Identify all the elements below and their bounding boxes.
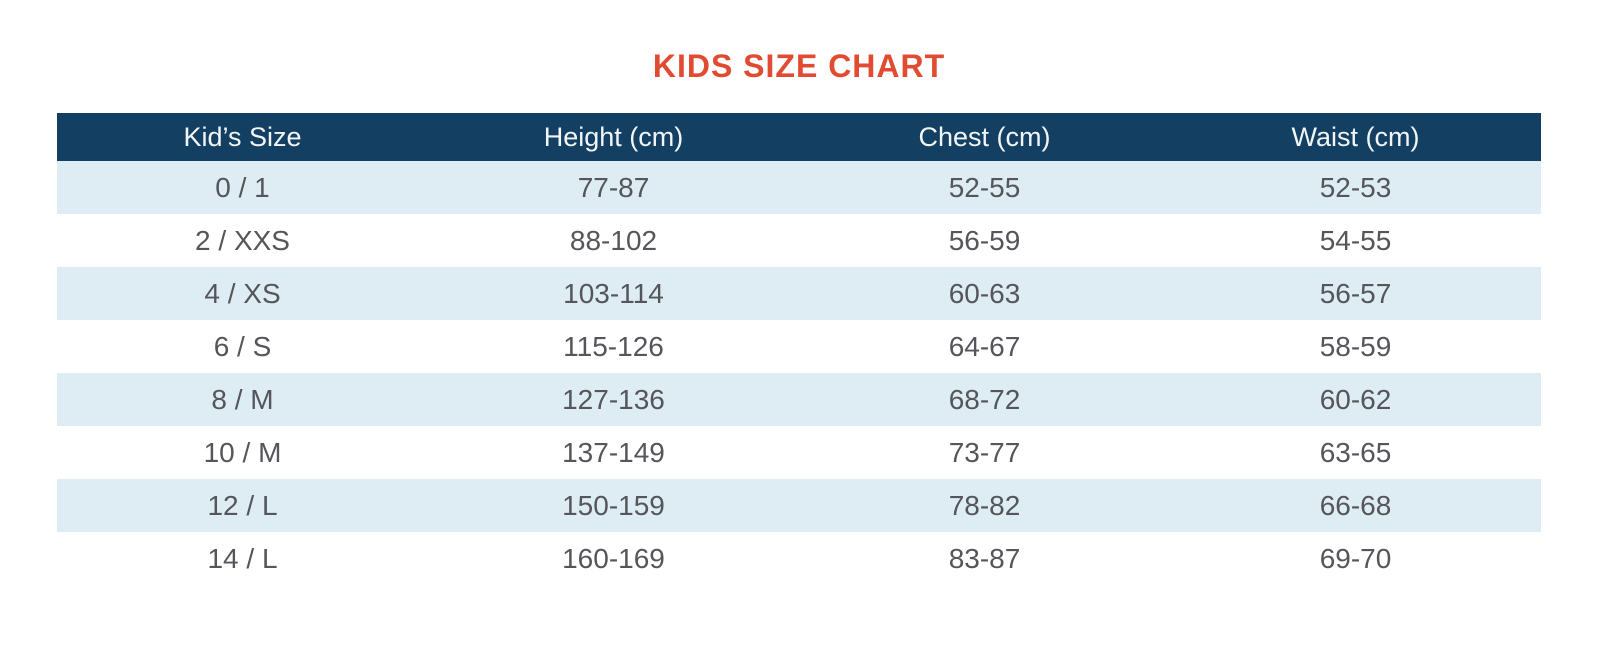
table-row: 2 / XXS 88-102 56-59 54-55 (57, 214, 1541, 267)
table-cell: 77-87 (577, 171, 650, 203)
table-cell: 60-62 (1319, 383, 1392, 415)
table-row: 4 / XS 103-114 60-63 56-57 (57, 267, 1541, 320)
table-row: 14 / L 160-169 83-87 69-70 (57, 532, 1541, 585)
table-cell: 6 / S (213, 330, 272, 362)
table-cell: 64-67 (948, 330, 1021, 362)
table-cell: 115-126 (563, 330, 664, 362)
table-cell: 2 / XXS (195, 224, 290, 256)
table-cell: 0 / 1 (215, 171, 270, 203)
table-cell: 83-87 (948, 542, 1021, 574)
table-body: 0 / 1 77-87 52-55 52-53 2 / XXS 88-102 56-59 54… (57, 161, 1541, 585)
table-cell: 78-82 (948, 489, 1021, 521)
table-cell: 103-114 (563, 277, 664, 309)
size-table: Kid’s Size Height (cm) Chest (cm) Waist (cm… (57, 113, 1541, 585)
table-cell: 88-102 (569, 224, 658, 256)
table-cell: 14 / L (207, 542, 278, 574)
table-row: 10 / M 137-149 73-77 63-65 (57, 426, 1541, 479)
table-cell: 73-77 (948, 436, 1021, 468)
table-head: Kid’s Size Height (cm) Chest (cm) Waist (cm… (57, 113, 1541, 161)
table-header-row: Kid’s Size Height (cm) Chest (cm) Waist (cm… (57, 113, 1541, 161)
table-cell: 63-65 (1319, 436, 1392, 468)
table-cell: 56-59 (948, 224, 1021, 256)
table-cell: 52-53 (1319, 171, 1392, 203)
column-header-2: Height (cm) (428, 113, 799, 161)
table-cell: 56-57 (1319, 277, 1392, 309)
table-cell: 58-59 (1319, 330, 1392, 362)
table-cell: 150-159 (562, 489, 665, 521)
table-cell: 137-149 (562, 436, 665, 468)
page-title: KIDS SIZE CHART (652, 48, 946, 84)
table-cell: 69-70 (1319, 542, 1392, 574)
size-chart-container: Kid’s Size Height (cm) Chest (cm) Waist (cm… (57, 113, 1541, 585)
column-header-3: Chest (cm) (799, 113, 1170, 161)
column-header-4: Waist (cm) (1170, 113, 1541, 161)
table-row: 6 / S 115-126 64-67 58-59 (57, 320, 1541, 373)
table-cell: 68-72 (948, 383, 1021, 415)
table-cell: 54-55 (1319, 224, 1392, 256)
table-cell: 52-55 (948, 171, 1021, 203)
table-cell: 4 / XS (204, 277, 281, 309)
table-cell: 8 / M (211, 383, 274, 415)
table-row: 0 / 1 77-87 52-55 52-53 (57, 161, 1541, 214)
table-cell: 60-63 (948, 277, 1021, 309)
table-cell: 12 / L (207, 489, 278, 521)
table-cell: 66-68 (1319, 489, 1392, 521)
table-cell: 10 / M (203, 436, 282, 468)
table-row: 12 / L 150-159 78-82 66-68 (57, 479, 1541, 532)
column-header-1: Kid’s Size (57, 113, 428, 161)
table-row: 8 / M 127-136 68-72 60-62 (57, 373, 1541, 426)
table-cell: 127-136 (562, 383, 665, 415)
table-cell: 160-169 (562, 542, 665, 574)
